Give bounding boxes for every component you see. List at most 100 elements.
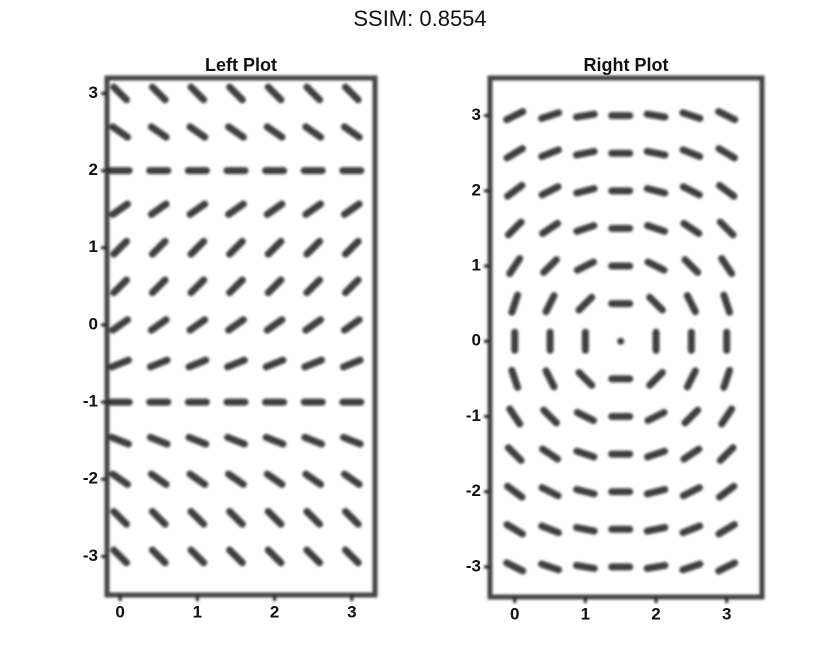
plot-area	[484, 75, 765, 603]
vector-arrow	[646, 293, 666, 314]
vector-arrow	[109, 200, 132, 218]
vector-arrow	[148, 546, 169, 567]
vector-arrow	[263, 470, 286, 488]
vector-arrow	[538, 484, 562, 500]
vector-arrow	[187, 276, 208, 297]
vector-arrow	[643, 110, 669, 121]
vector-arrow	[341, 507, 362, 528]
y-tick-label: 2	[472, 180, 481, 199]
vector-arrow	[303, 83, 324, 104]
vector-arrow	[341, 237, 362, 258]
vector-arrow	[573, 185, 598, 197]
x-tick-label: 2	[270, 602, 279, 621]
plot-title: Right Plot	[584, 55, 669, 75]
vector-arrow	[264, 237, 285, 258]
x-tick-label: 1	[581, 604, 590, 623]
plot-title: Left Plot	[205, 55, 277, 75]
vector-arrow	[302, 200, 325, 218]
vector-arrow	[224, 433, 248, 448]
vector-arrow	[303, 546, 324, 567]
vector-arrow	[715, 559, 739, 575]
vector-arrow	[263, 200, 286, 218]
vector-arrow	[339, 356, 364, 371]
vector-arrow	[506, 255, 524, 278]
vector-arrow	[679, 109, 704, 122]
vector-arrow	[110, 83, 130, 104]
vector-arrow	[226, 83, 246, 104]
vector-arrow	[643, 486, 669, 498]
vector-arrow	[539, 445, 562, 463]
vector-arrow	[715, 482, 738, 501]
plot-area	[101, 75, 378, 601]
vector-arrow	[147, 316, 170, 334]
vector-arrow	[187, 507, 208, 528]
vector-arrow	[147, 200, 170, 218]
vector-arrow	[538, 109, 563, 122]
y-tick-label: 0	[472, 331, 481, 350]
vector-arrow	[186, 316, 209, 334]
vector-arrow	[187, 237, 208, 258]
vector-arrow	[644, 408, 668, 425]
vector-arrow	[148, 276, 169, 297]
vector-arrow	[643, 222, 669, 235]
vector-arrow	[302, 316, 325, 334]
x-tick-label: 2	[651, 604, 660, 623]
vector-arrow	[644, 258, 668, 274]
vector-arrow	[340, 123, 363, 141]
vector-arrow	[263, 316, 286, 334]
vector-arrow	[679, 183, 703, 199]
x-tick-label: 0	[510, 604, 519, 623]
vector-arrow	[679, 484, 703, 500]
vector-arrow	[716, 218, 737, 239]
vector-arrow	[146, 356, 171, 371]
vector-arrow	[303, 507, 324, 528]
vector-arrow	[148, 507, 169, 528]
vector-arrow	[573, 447, 598, 461]
y-tick-label: 3	[472, 105, 481, 124]
vector-arrow	[573, 524, 598, 535]
vector-arrow	[504, 482, 526, 501]
vector-arrow	[679, 560, 704, 574]
vector-arrow	[110, 546, 130, 567]
vector-arrow	[503, 521, 526, 538]
axes-frame	[487, 75, 765, 600]
vector-arrow	[225, 123, 247, 141]
vector-arrow	[504, 218, 525, 239]
vector-arrow	[573, 486, 598, 498]
y-tick-label: 1	[472, 256, 481, 275]
vector-arrow	[503, 108, 527, 124]
vector-arrow	[715, 145, 738, 162]
vector-arrow	[679, 146, 704, 161]
vector-arrow	[340, 200, 363, 218]
vector-arrow	[504, 181, 526, 200]
vector-arrow	[680, 219, 703, 237]
vector-arrow	[503, 145, 526, 162]
vector-arrow	[572, 561, 598, 572]
vector-arrow	[302, 470, 325, 488]
x-tick-label: 3	[722, 604, 731, 623]
vector-arrow	[573, 147, 598, 159]
vector-arrow	[186, 470, 209, 488]
vector-arrow	[643, 147, 669, 159]
vector-arrow	[148, 83, 169, 104]
vector-arrow	[538, 560, 563, 574]
vector-arrow	[538, 183, 562, 199]
vector-arrow	[301, 433, 326, 448]
vector-arrow	[226, 546, 246, 567]
vector-arrow	[716, 444, 737, 464]
vector-arrow	[715, 181, 738, 200]
vector-arrow	[681, 406, 702, 427]
y-tick-label: -3	[466, 556, 481, 575]
vector-arrow	[264, 276, 285, 297]
y-tick-label: -2	[466, 481, 481, 500]
x-tick-label: 0	[115, 602, 124, 621]
y-tick-label: 2	[89, 160, 98, 179]
vector-arrow	[503, 559, 527, 575]
axes-frame	[104, 75, 378, 598]
vector-arrow	[303, 276, 324, 297]
vector-arrow	[340, 316, 363, 334]
vector-arrow	[148, 237, 169, 258]
vector-arrow	[341, 546, 362, 567]
y-tick-label: -2	[83, 469, 98, 488]
